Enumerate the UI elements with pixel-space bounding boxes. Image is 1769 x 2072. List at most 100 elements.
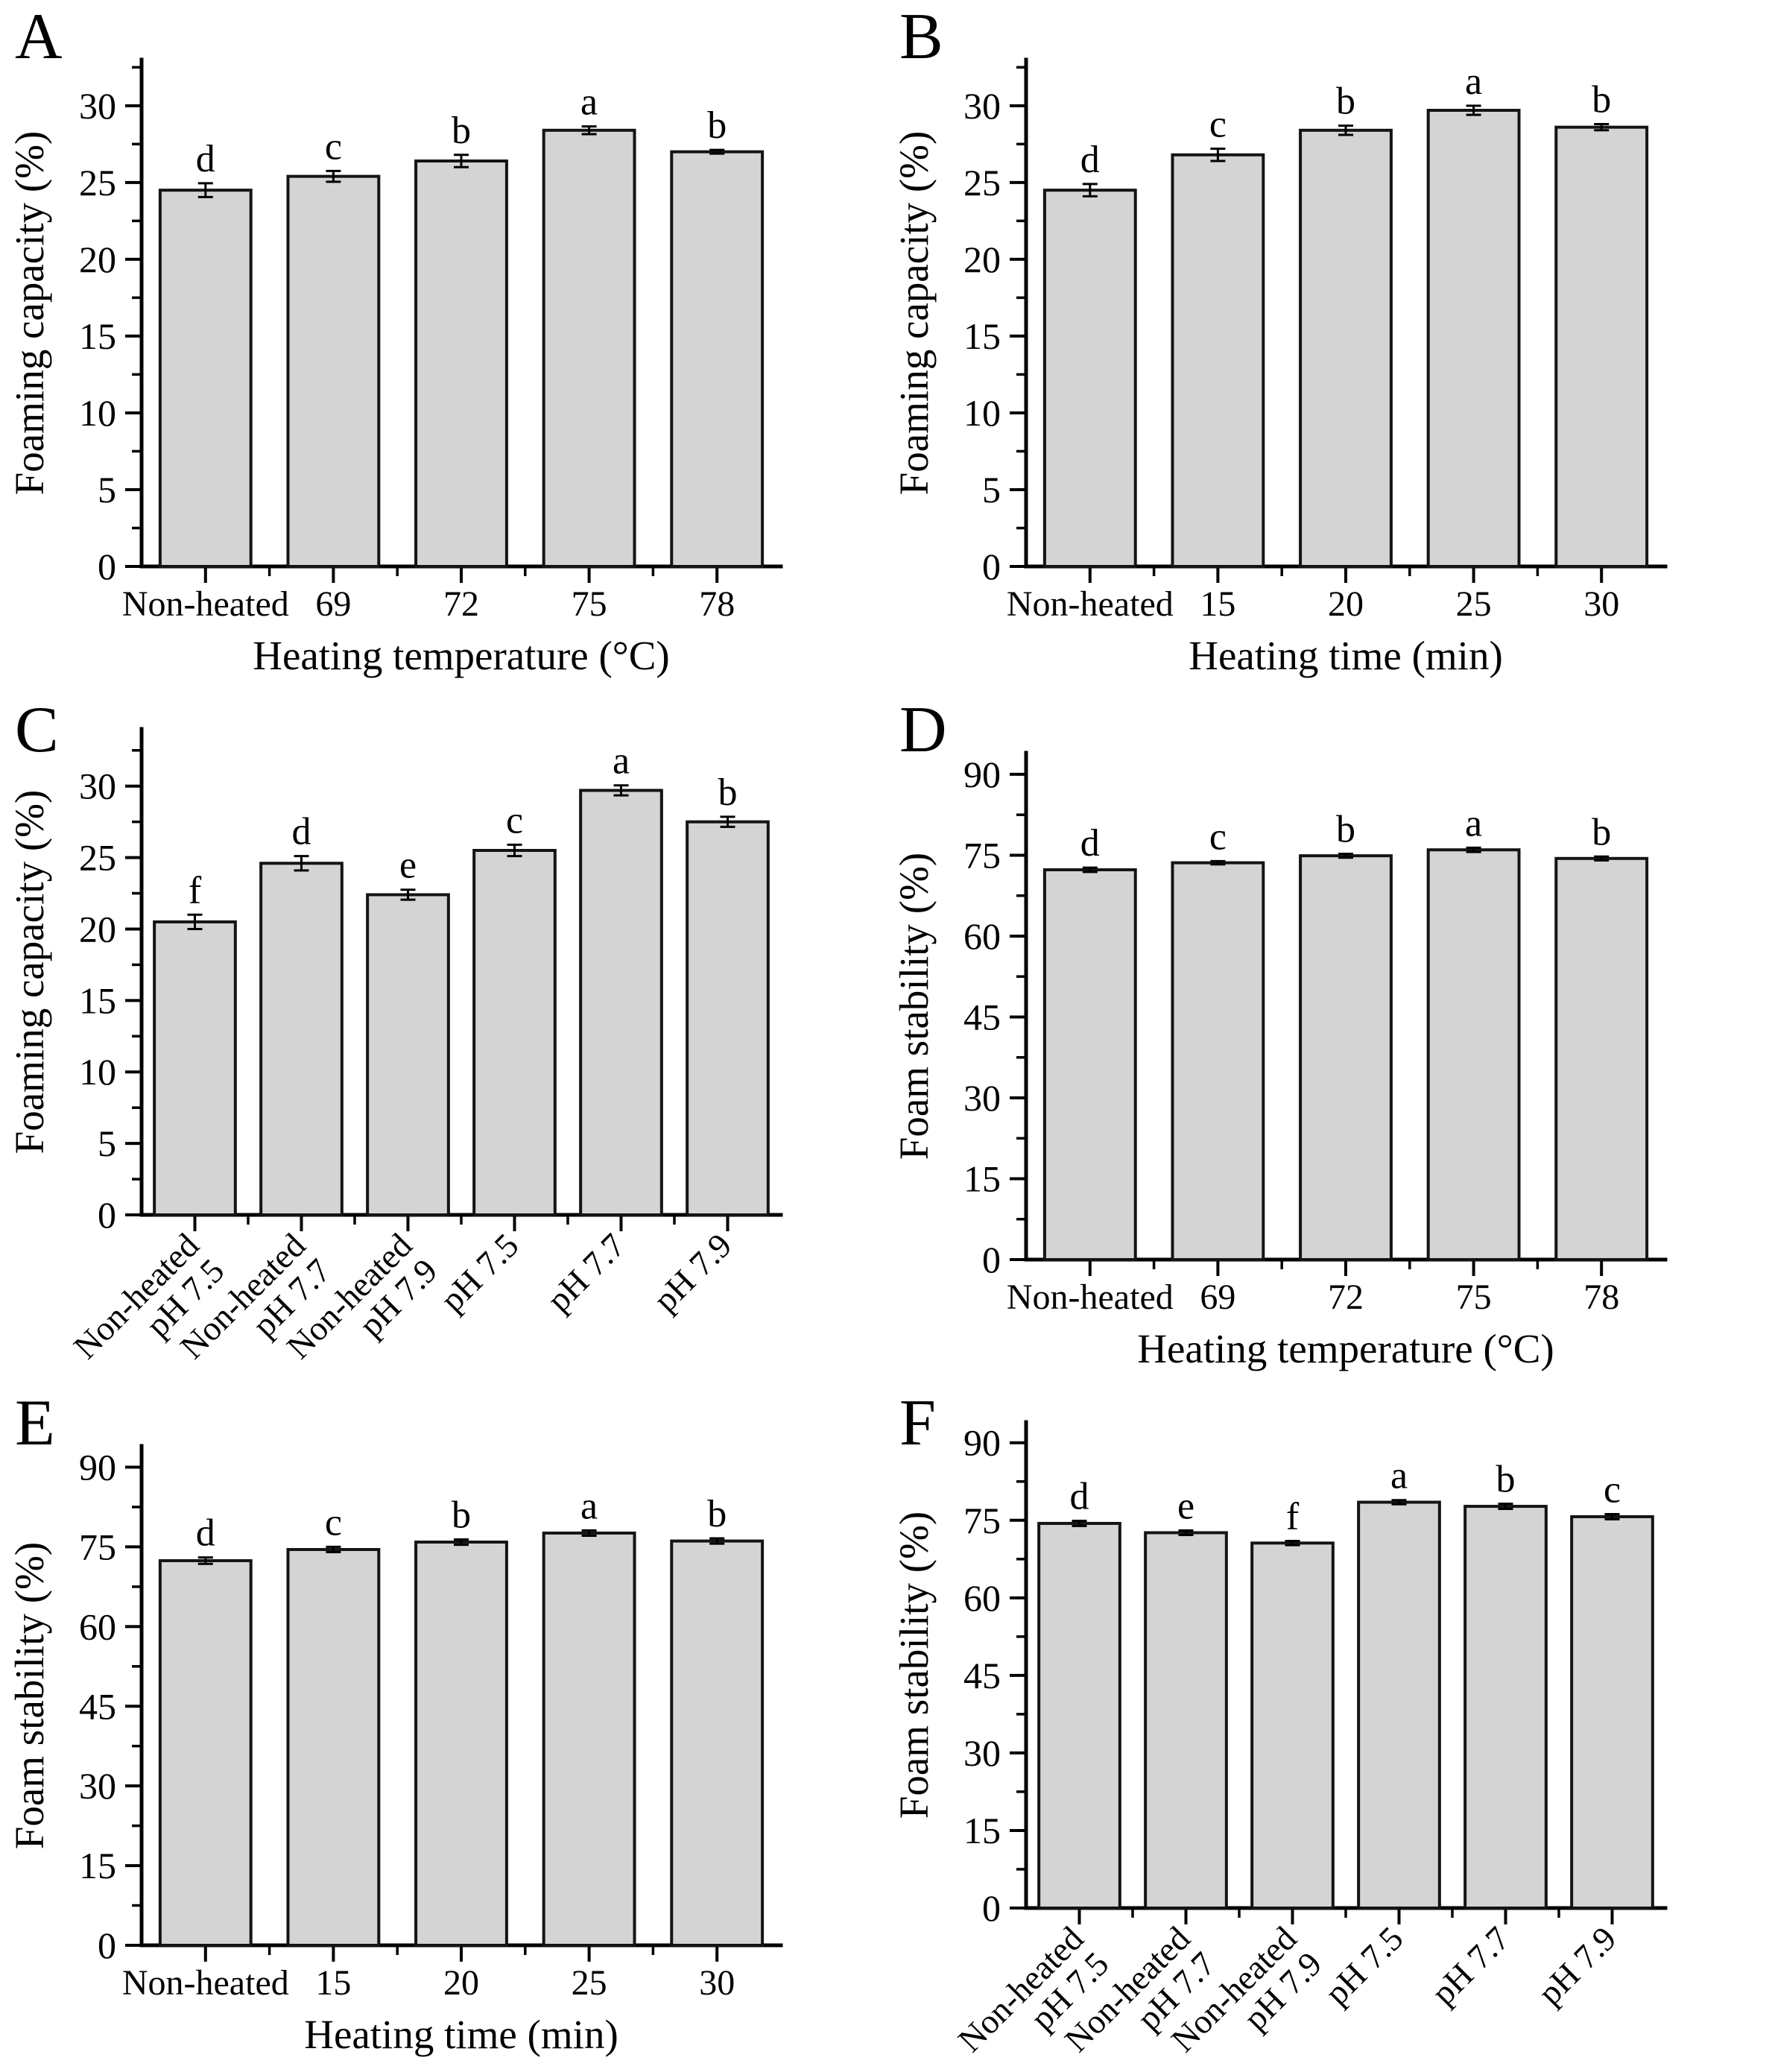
bar [366, 893, 450, 1216]
y-tick-label: 45 [963, 996, 1001, 1037]
error-bar [1498, 1503, 1513, 1511]
x-ticks [1088, 566, 1604, 583]
sig-letter: a [580, 81, 598, 124]
sig-letter: b [1592, 79, 1611, 121]
y-tick-label: 25 [79, 837, 116, 879]
y-tick-label: 15 [79, 315, 116, 357]
error-bar [1285, 1540, 1300, 1547]
y-axis-title: Foam stability (%) [7, 1542, 52, 1849]
y-ticks [1010, 1441, 1026, 1910]
bar [472, 849, 557, 1216]
y-axis-title: Foam stability (%) [891, 1512, 937, 1819]
y-tick-label: 0 [98, 1924, 116, 1966]
y-tick-labels: 0 15 30 45 60 75 90 [963, 754, 1001, 1280]
y-tick-label: 10 [79, 1051, 116, 1093]
bars-group [1042, 846, 1649, 1262]
x-tick-label: Non-heated [1007, 584, 1174, 624]
y-tick-label: 25 [963, 162, 1001, 203]
axes [1024, 1420, 1668, 1910]
panel-label-F: F [899, 1387, 936, 1459]
sig-letter: c [325, 1501, 342, 1544]
bar [1171, 153, 1265, 568]
axes [139, 727, 783, 1217]
error-bar [1466, 104, 1481, 116]
panel-A: 0 5 10 15 20 25 30 d Non-heated c 69 b 72 a 75 b 78 Heati… [0, 0, 884, 693]
x-tick-label: 30 [699, 1963, 735, 2003]
error-bar [581, 125, 597, 136]
bars-group [158, 1529, 765, 1948]
error-bar [1082, 866, 1098, 874]
panel-D: 0 15 30 45 60 75 90 d Non-heated c 69 b 72 a 75 b 78 Heat… [884, 693, 1769, 1386]
x-tick-label: 75 [572, 584, 607, 624]
bar [579, 789, 663, 1217]
panel-C: 0 5 10 15 20 25 30 f Non-heated pH 7.5 d Non-heated… [0, 693, 884, 1386]
error-bar [581, 1529, 597, 1537]
y-axis-title: Foam stability (%) [891, 853, 937, 1160]
error-bar [1604, 1512, 1620, 1520]
y-tick-label: 30 [963, 1732, 1001, 1774]
y-tick-label: 30 [963, 85, 1001, 127]
y-tick-label: 0 [98, 546, 116, 587]
x-tick-label: 69 [315, 584, 351, 624]
sig-letter: a [613, 740, 630, 783]
x-tick-label: 25 [572, 1963, 607, 2003]
error-bar [1594, 855, 1610, 862]
y-tick-label: 5 [98, 469, 116, 511]
sig-letter: b [1592, 811, 1611, 853]
bar [1299, 128, 1393, 568]
bars-group [1037, 1499, 1654, 1910]
error-bar [454, 1538, 469, 1547]
sig-letter: b [452, 1494, 471, 1536]
x-tick-label: 78 [1583, 1277, 1619, 1317]
y-tick-label: 90 [963, 754, 1001, 795]
bar [153, 920, 237, 1216]
x-tick-label: 30 [1583, 584, 1619, 624]
bar [1357, 1500, 1441, 1910]
y-ticks [125, 66, 142, 568]
x-ticks [203, 1945, 719, 1962]
sig-letter: b [1336, 809, 1355, 851]
y-tick-label: 20 [79, 908, 116, 950]
x-tick-label: pH 7.5 [1317, 1919, 1411, 2012]
y-tick-label: 20 [963, 239, 1001, 280]
sig-letter: c [1604, 1468, 1621, 1511]
x-tick-label: 15 [315, 1963, 351, 2003]
bars-group [153, 784, 770, 1217]
panel-label-D: D [899, 694, 947, 766]
bar [1171, 861, 1265, 1261]
bar [1042, 868, 1137, 1262]
bar [286, 1547, 381, 1947]
bar [1554, 856, 1649, 1261]
y-tick-label: 30 [79, 1765, 116, 1807]
bar [670, 150, 765, 569]
chart-A: 0 5 10 15 20 25 30 d Non-heated c 69 b 72 a 75 b 78 Heati… [7, 57, 783, 678]
x-axis-title: Heating time (min) [1189, 633, 1503, 678]
bar [158, 1558, 253, 1947]
y-tick-label: 0 [982, 1239, 1001, 1280]
y-tick-label: 60 [79, 1605, 116, 1647]
y-tick-labels: 0 5 10 15 20 25 30 [79, 765, 116, 1236]
sig-letter: b [452, 110, 471, 152]
sig-letter: f [1286, 1496, 1300, 1538]
x-ticks [1077, 1908, 1614, 1924]
x-tick-label: Non-heated [1007, 1277, 1174, 1317]
bar [1042, 189, 1137, 568]
x-tick-label: 25 [1456, 584, 1492, 624]
svg-text:pH 7.7: pH 7.7 [1424, 1919, 1517, 2012]
x-tick-label: pH 7.5 [433, 1226, 526, 1319]
x-tick-label: 72 [443, 584, 479, 624]
svg-text:pH 7.9: pH 7.9 [646, 1226, 739, 1319]
y-axis-title: Foaming capacity (%) [7, 131, 52, 496]
y-tick-label: 15 [963, 1810, 1001, 1851]
y-tick-label: 75 [963, 1500, 1001, 1541]
y-tick-label: 90 [79, 1447, 116, 1488]
y-axis-title: Foaming capacity (%) [891, 131, 937, 496]
sig-letter: d [1070, 1475, 1089, 1517]
sig-letter: b [707, 1493, 727, 1535]
sig-letter: e [1177, 1485, 1194, 1527]
y-ticks [1010, 66, 1026, 568]
svg-text:pH 7.7: pH 7.7 [539, 1226, 633, 1319]
bar [1554, 125, 1649, 568]
x-ticks [203, 566, 719, 583]
bars-group [158, 125, 765, 569]
